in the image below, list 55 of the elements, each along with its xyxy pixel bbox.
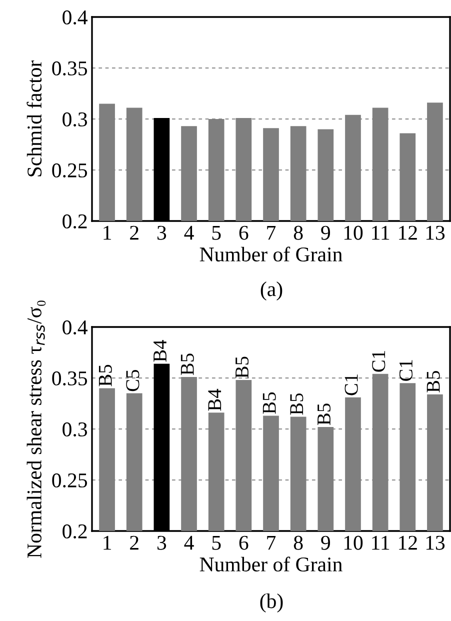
x-tick-label: 6 — [239, 536, 248, 550]
x-tick-label: 9 — [321, 536, 330, 550]
y-axis-title: Normalized shear stress τ$_{rss}$/σ₀ — [26, 300, 46, 558]
x-tick-label: 9 — [321, 226, 330, 240]
data-label: C1 — [344, 374, 358, 396]
data-label: B5 — [236, 356, 249, 378]
x-axis-title: Number of Grain — [200, 246, 342, 262]
x-tick-label: 5 — [212, 226, 221, 240]
y-tick-label: 0.25 — [52, 163, 88, 178]
data-label: C1 — [399, 360, 413, 381]
x-tick-label: 7 — [267, 536, 276, 550]
y-tick-label: 0.2 — [62, 524, 87, 539]
x-tick-label: 10 — [344, 226, 363, 240]
y-axis-title: Schmid factor — [26, 60, 42, 176]
x-tick-label: 12 — [399, 226, 417, 240]
data-label: C5 — [126, 370, 140, 392]
x-tick-label: 4 — [184, 536, 194, 550]
x-tick-label: 8 — [294, 536, 303, 550]
x-tick-label: 12 — [399, 536, 417, 550]
x-tick-label: 11 — [372, 226, 390, 240]
data-label: B5 — [98, 364, 112, 386]
text: (a) — [260, 282, 282, 300]
y-tick-label: 0.3 — [62, 112, 88, 127]
y-tick-label: 0.25 — [52, 473, 88, 488]
x-axis-title: Number of Grain — [200, 556, 342, 572]
data-label: B4 — [208, 388, 222, 411]
x-tick-label: 3 — [157, 536, 166, 550]
x-tick-label: 2 — [130, 536, 138, 550]
y-tick-label: 0.35 — [52, 61, 88, 76]
data-label: B5 — [180, 354, 194, 376]
x-tick-label: 1 — [104, 536, 111, 550]
y-tick-label: 0.4 — [62, 320, 88, 335]
x-tick-label: 11 — [372, 536, 390, 550]
x-tick-label: 4 — [184, 226, 194, 240]
x-tick-label: 2 — [130, 226, 138, 240]
data-label: B4 — [154, 340, 166, 362]
x-tick-label: 5 — [212, 536, 221, 550]
x-tick-label: 13 — [426, 536, 445, 550]
y-tick-label: 0.3 — [62, 422, 88, 437]
data-label: B5 — [426, 371, 440, 392]
x-tick-label: 10 — [344, 536, 363, 550]
data-label: B5 — [290, 393, 304, 415]
x-tick-label: 3 — [157, 226, 166, 240]
text: (b) — [260, 594, 283, 612]
data-label: B5 — [318, 404, 331, 426]
data-label: C1 — [372, 351, 386, 372]
y-tick-label: 0.2 — [62, 214, 87, 229]
x-tick-label: 7 — [267, 226, 276, 240]
y-tick-label: 0.4 — [62, 10, 88, 25]
x-tick-label: 13 — [426, 226, 445, 240]
y-tick-label: 0.35 — [52, 371, 88, 386]
x-tick-label: 8 — [294, 226, 303, 240]
data-label: B5 — [262, 392, 276, 414]
x-tick-label: 1 — [104, 226, 111, 240]
x-tick-label: 6 — [239, 226, 248, 240]
